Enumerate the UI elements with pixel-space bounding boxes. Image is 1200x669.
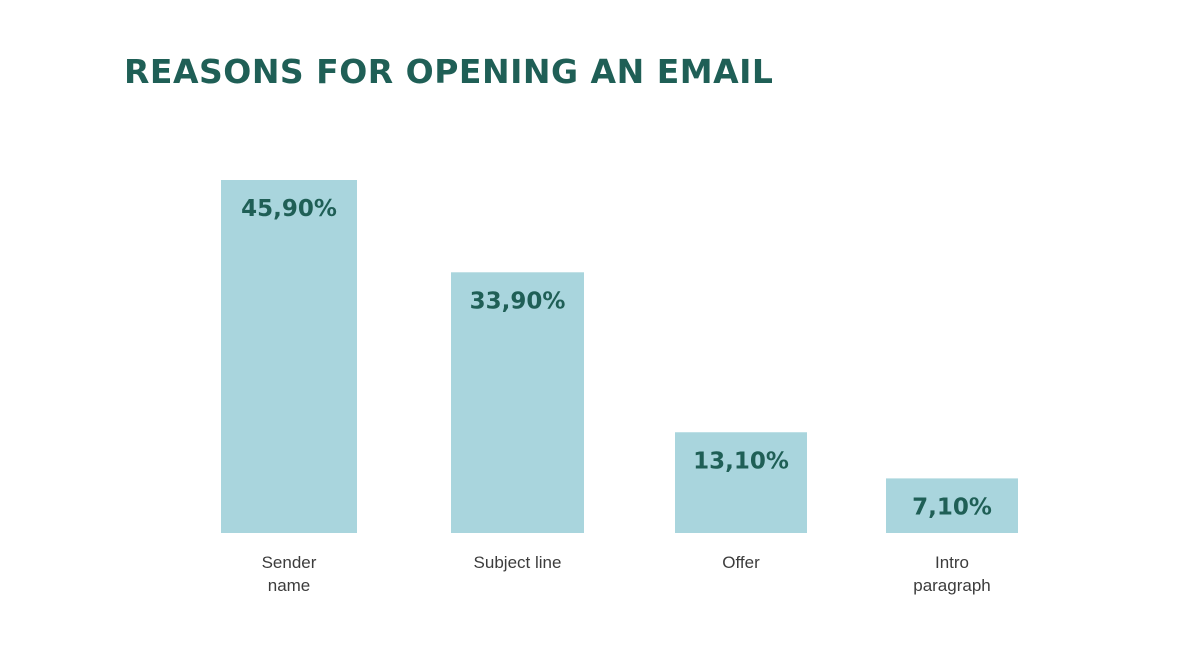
category-label-intro-paragraph: Intro paragraph — [913, 553, 991, 595]
bar-offer — [675, 432, 807, 533]
bar-subject-line — [451, 272, 584, 533]
value-label-intro-paragraph: 7,10% — [912, 494, 992, 520]
chart-title: REASONS FOR OPENING AN EMAIL — [124, 52, 774, 91]
value-label-subject-line: 33,90% — [470, 288, 566, 314]
category-label-offer: Offer — [722, 553, 760, 572]
value-label-offer: 13,10% — [693, 448, 789, 474]
category-label-sender-name: Sender name — [262, 553, 317, 595]
bar-sender-name — [221, 180, 357, 533]
value-label-sender-name: 45,90% — [241, 196, 337, 222]
bar-intro-paragraph — [886, 478, 1018, 533]
category-label-subject-line: Subject line — [474, 553, 562, 572]
